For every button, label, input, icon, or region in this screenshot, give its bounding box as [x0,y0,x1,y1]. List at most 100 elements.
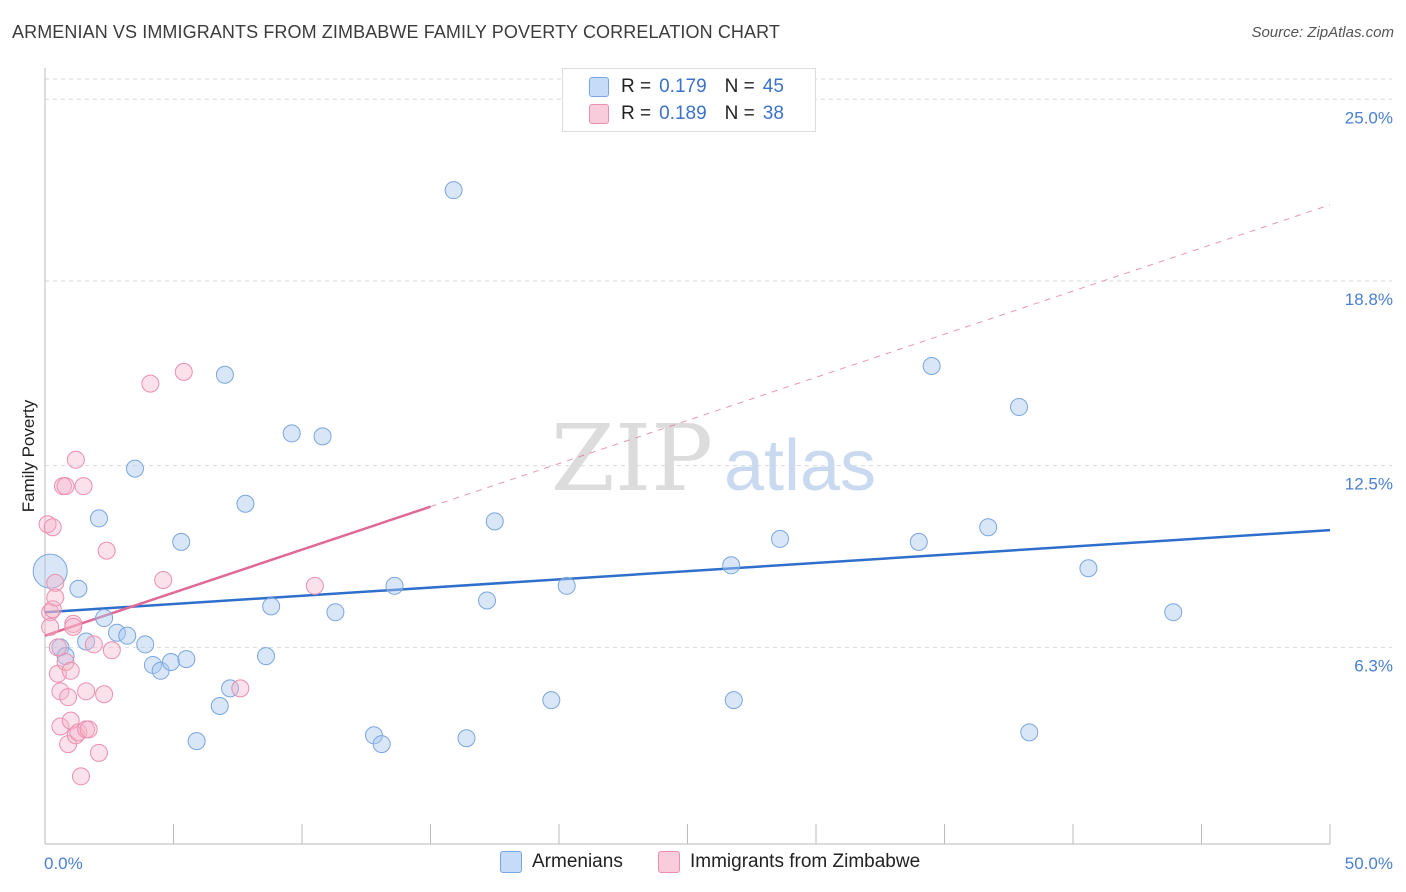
y-tick-label: 12.5% [1345,475,1393,494]
armenians-point [282,424,301,443]
armenians-point [32,553,68,589]
zimbabwe-trend-line [44,505,431,637]
zimbabwe-point [56,653,75,672]
armenians-point [95,609,114,628]
armenians-point [257,647,276,666]
armenians-point [262,597,281,616]
armenians-point [187,732,206,751]
zimbabwe-point [174,362,193,381]
armenians-point [457,729,476,748]
armenians-point [1020,723,1039,742]
zimbabwe-point [74,477,93,496]
zimbabwe-point [64,617,83,636]
bottom-legend-zimbabwe: Immigrants from Zimbabwe [658,851,920,873]
zimbabwe-point [51,717,70,736]
armenians-point [107,623,126,642]
legend-row-armenians: R = 0.179 N = 45 [589,75,784,99]
armenians-point [722,556,741,575]
x-tick-label: 0.0% [44,854,83,873]
armenians-trend-line [44,528,1331,614]
armenians-point [313,427,332,446]
armenians-point [909,532,928,551]
legend-swatch-zimbabwe [589,104,609,124]
zimbabwe-point [97,541,116,560]
grid-lines [45,78,1392,648]
chart-title: ARMENIAN VS IMMIGRANTS FROM ZIMBABWE FAM… [12,22,780,42]
armenians-point [372,735,391,754]
y-tick-label: 25.0% [1345,108,1393,127]
watermark: ZIP atlas [551,405,876,512]
bottom-legend-armenians: Armenians [500,851,623,873]
armenians-point [69,579,88,598]
armenians-point [385,576,404,595]
armenians-point [177,650,196,669]
bottom-legend-label-armenians: Armenians [532,851,623,872]
zimbabwe-point [46,588,65,607]
armenians-point [118,626,137,645]
tick-labels: 6.3% 12.5% 18.8% 25.0% 0.0% 50.0% Family Pover… [19,108,1393,873]
zimbabwe-point [141,374,160,393]
legend: R = 0.179 N = 45 R = 0.189 N = 38 [562,68,816,132]
zimbabwe-point [43,600,62,619]
bottom-legend-swatch-zimbabwe [658,851,680,873]
zimbabwe-point [77,682,96,701]
zimbabwe-point [41,617,60,636]
y-axis-title: Family Poverty [19,399,38,512]
armenians-point [542,691,561,710]
zimbabwe-point [38,515,57,534]
armenians-point [485,512,504,531]
zimbabwe-point [79,720,98,739]
zimbabwe-point [43,518,62,537]
legend-n-label: N = [724,103,755,124]
legend-r-value: 0.179 [659,76,707,97]
armenians-point [89,509,108,528]
armenians-point [478,591,497,610]
x-tick-label: 50.0% [1345,854,1393,873]
legend-r-label: R = [621,76,652,97]
legend-swatch-armenians [589,77,609,97]
armenians-point [236,494,255,513]
data-points [32,181,1183,786]
armenians-point [221,679,240,698]
zimbabwe-point [84,635,103,654]
trend-lines [44,204,1331,637]
bottom-legend-swatch-armenians [500,851,522,873]
zimbabwe-points [38,362,324,786]
legend-row-zimbabwe: R = 0.189 N = 38 [589,102,784,126]
y-tick-label: 6.3% [1354,656,1393,675]
zimbabwe-point [154,570,173,589]
watermark-zip: ZIP [551,405,713,512]
legend-n-label: N = [724,76,755,97]
zimbabwe-point [48,638,67,657]
armenians-point [979,518,998,537]
armenians-point [210,696,229,715]
armenians-point [444,181,463,200]
zimbabwe-point [56,477,75,496]
watermark-atlas: atlas [724,426,876,506]
armenians-point [125,459,144,478]
zimbabwe-point [66,450,85,469]
armenians-point [1079,559,1098,578]
zimbabwe-point [231,679,250,698]
armenians-point [161,653,180,672]
legend-r-label: R = [621,103,652,124]
armenians-point [922,357,941,376]
bottom-legend-label-zimbabwe: Immigrants from Zimbabwe [690,851,921,872]
armenians-point [1164,603,1183,622]
source-label: Source: ZipAtlas.com [1251,24,1394,41]
zimbabwe-point [95,685,114,704]
armenians-point [172,532,191,551]
armenians-points [32,181,1183,754]
armenians-point [326,603,345,622]
armenians-point [724,691,743,710]
zimbabwe-point [46,573,65,592]
legend-r-value: 0.189 [659,103,707,124]
zimbabwe-point [102,641,121,660]
zimbabwe-point [305,576,324,595]
zimbabwe-point [89,743,108,762]
legend-n-value: 38 [762,103,784,124]
armenians-point [771,529,790,548]
zimbabwe-point [61,661,80,680]
zimbabwe-trend-extension [430,204,1331,508]
